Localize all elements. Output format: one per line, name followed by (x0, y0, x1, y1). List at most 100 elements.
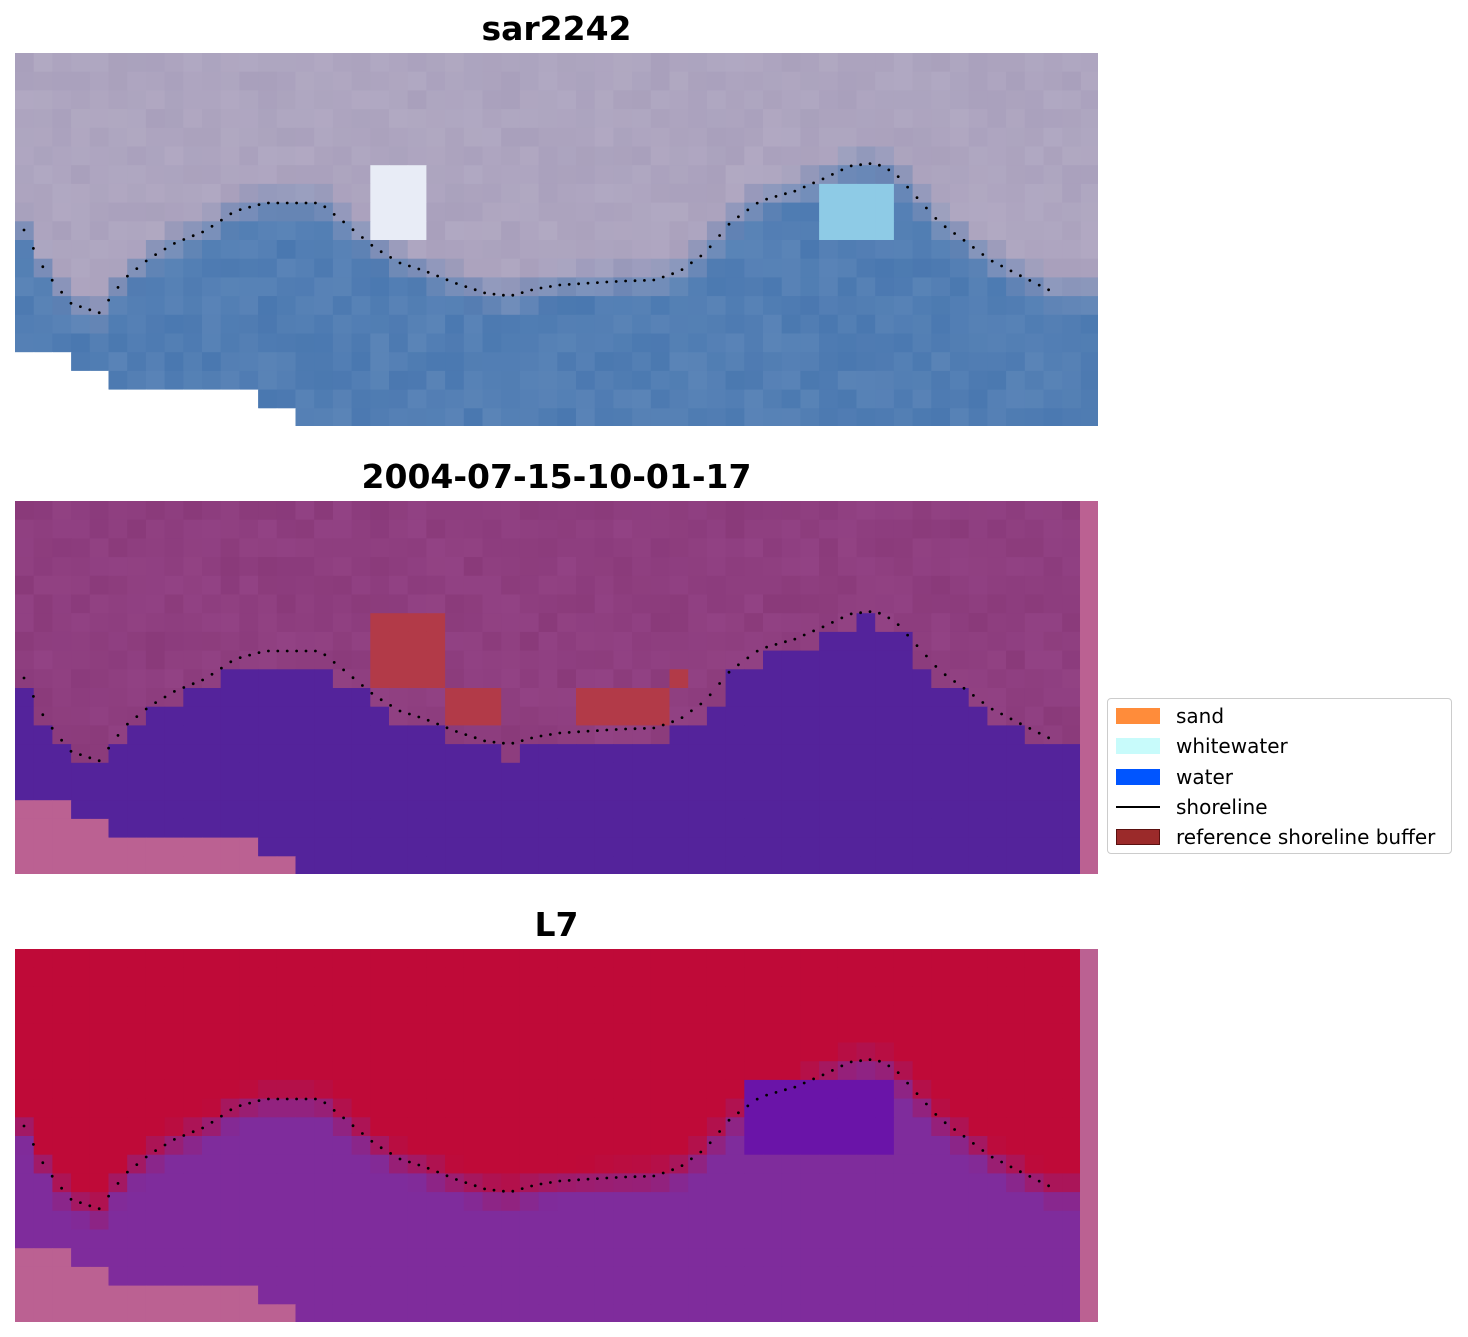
shoreline-point (1047, 736, 1050, 740)
shoreline-point (210, 1120, 214, 1124)
shoreline-point (925, 206, 928, 210)
shoreline-point (849, 612, 853, 616)
shoreline-point (314, 1097, 317, 1101)
legend-item-sand: sand (1116, 704, 1224, 728)
shoreline-point (972, 694, 975, 697)
shoreline-point (1037, 731, 1041, 735)
shoreline-point (774, 1091, 778, 1094)
shoreline-point (511, 1189, 515, 1193)
shoreline-point (238, 656, 242, 659)
shoreline-point (558, 283, 562, 287)
shoreline-point (332, 661, 336, 664)
shoreline-point (878, 1059, 881, 1063)
shoreline-point (69, 301, 73, 305)
shoreline-point (22, 1124, 26, 1128)
shoreline-point (934, 217, 938, 220)
shoreline-point (661, 1171, 665, 1175)
shoreline-point (361, 236, 364, 239)
shoreline-point (267, 201, 270, 205)
shoreline-point (520, 739, 524, 742)
shoreline-point (746, 656, 750, 660)
shoreline-point (436, 722, 439, 726)
shoreline-point (906, 185, 909, 189)
shoreline-point (483, 1187, 486, 1191)
shoreline-point (191, 682, 195, 686)
shoreline-point (915, 644, 919, 647)
shoreline-point (680, 716, 684, 719)
shoreline-point (182, 1134, 186, 1137)
shoreline-point (257, 1099, 261, 1102)
shoreline-point (906, 633, 909, 637)
shoreline-point (116, 734, 120, 737)
shoreline-point (953, 232, 956, 235)
shoreline-point (690, 1157, 693, 1161)
shoreline-points (22, 610, 1050, 763)
shoreline-point (530, 288, 533, 292)
shoreline-point (464, 733, 468, 736)
shoreline-point (379, 1146, 383, 1150)
shoreline-point (605, 728, 609, 732)
shoreline-point (690, 709, 693, 713)
shoreline-point (361, 684, 364, 687)
shoreline-point (915, 1092, 919, 1095)
shoreline-point (144, 259, 148, 263)
classification-image (15, 501, 1098, 874)
shoreline-point (1028, 727, 1032, 730)
shoreline-point (849, 1060, 853, 1064)
shoreline-point (596, 1177, 599, 1180)
shoreline-point (962, 1134, 966, 1138)
shoreline-point (784, 1088, 787, 1092)
shoreline-point (840, 616, 844, 620)
whitewater-swatch (1116, 738, 1160, 754)
shoreline-point (483, 291, 486, 295)
shoreline-point (793, 637, 797, 641)
shoreline-point (737, 1111, 740, 1115)
shoreline-point (633, 727, 637, 731)
shoreline-point (981, 253, 985, 256)
shoreline-points (22, 162, 1050, 315)
shoreline-point (32, 695, 35, 698)
shoreline-point (163, 695, 167, 699)
shoreline-point (624, 279, 627, 283)
shoreline-point (22, 228, 26, 232)
shoreline-point (821, 1073, 825, 1077)
shoreline-point (154, 253, 158, 256)
shoreline-point (88, 1204, 92, 1208)
shoreline-point (389, 1152, 392, 1155)
shoreline-point (473, 288, 477, 292)
shoreline-point (981, 1149, 985, 1152)
shoreline-point (868, 1058, 872, 1061)
shoreline-point (126, 274, 129, 278)
shoreline-point (859, 611, 862, 615)
shoreline-point (295, 201, 298, 205)
shoreline-point (859, 1059, 862, 1063)
shoreline-point (79, 753, 82, 756)
shoreline-point (1000, 264, 1003, 268)
shoreline-point (793, 1085, 797, 1089)
shoreline-point (718, 1130, 721, 1133)
shoreline-point (680, 268, 684, 271)
shoreline-point (295, 649, 298, 653)
shoreline-point (257, 203, 261, 207)
shoreline-point (116, 1182, 120, 1185)
shoreline-point (492, 292, 496, 296)
shoreline-point (79, 1201, 82, 1204)
shoreline-point (107, 746, 110, 750)
shoreline-point (464, 1181, 468, 1184)
shoreline-point (605, 280, 609, 284)
shoreline-point (238, 1104, 242, 1107)
shoreline-point (332, 1109, 336, 1112)
shoreline-point (520, 291, 524, 294)
shoreline-point (314, 201, 317, 205)
shoreline-point (1019, 1170, 1022, 1174)
shoreline-point (577, 282, 580, 286)
shoreline-point (426, 1166, 430, 1170)
shoreline-point (154, 1149, 158, 1152)
panel-title-index: L7 (534, 905, 579, 944)
shoreline-point (473, 1184, 477, 1188)
shoreline-point (596, 281, 599, 284)
shoreline-point (708, 1141, 712, 1145)
shoreline-point (41, 1161, 45, 1165)
shoreline-point (586, 729, 590, 733)
shoreline-point (1009, 717, 1013, 721)
